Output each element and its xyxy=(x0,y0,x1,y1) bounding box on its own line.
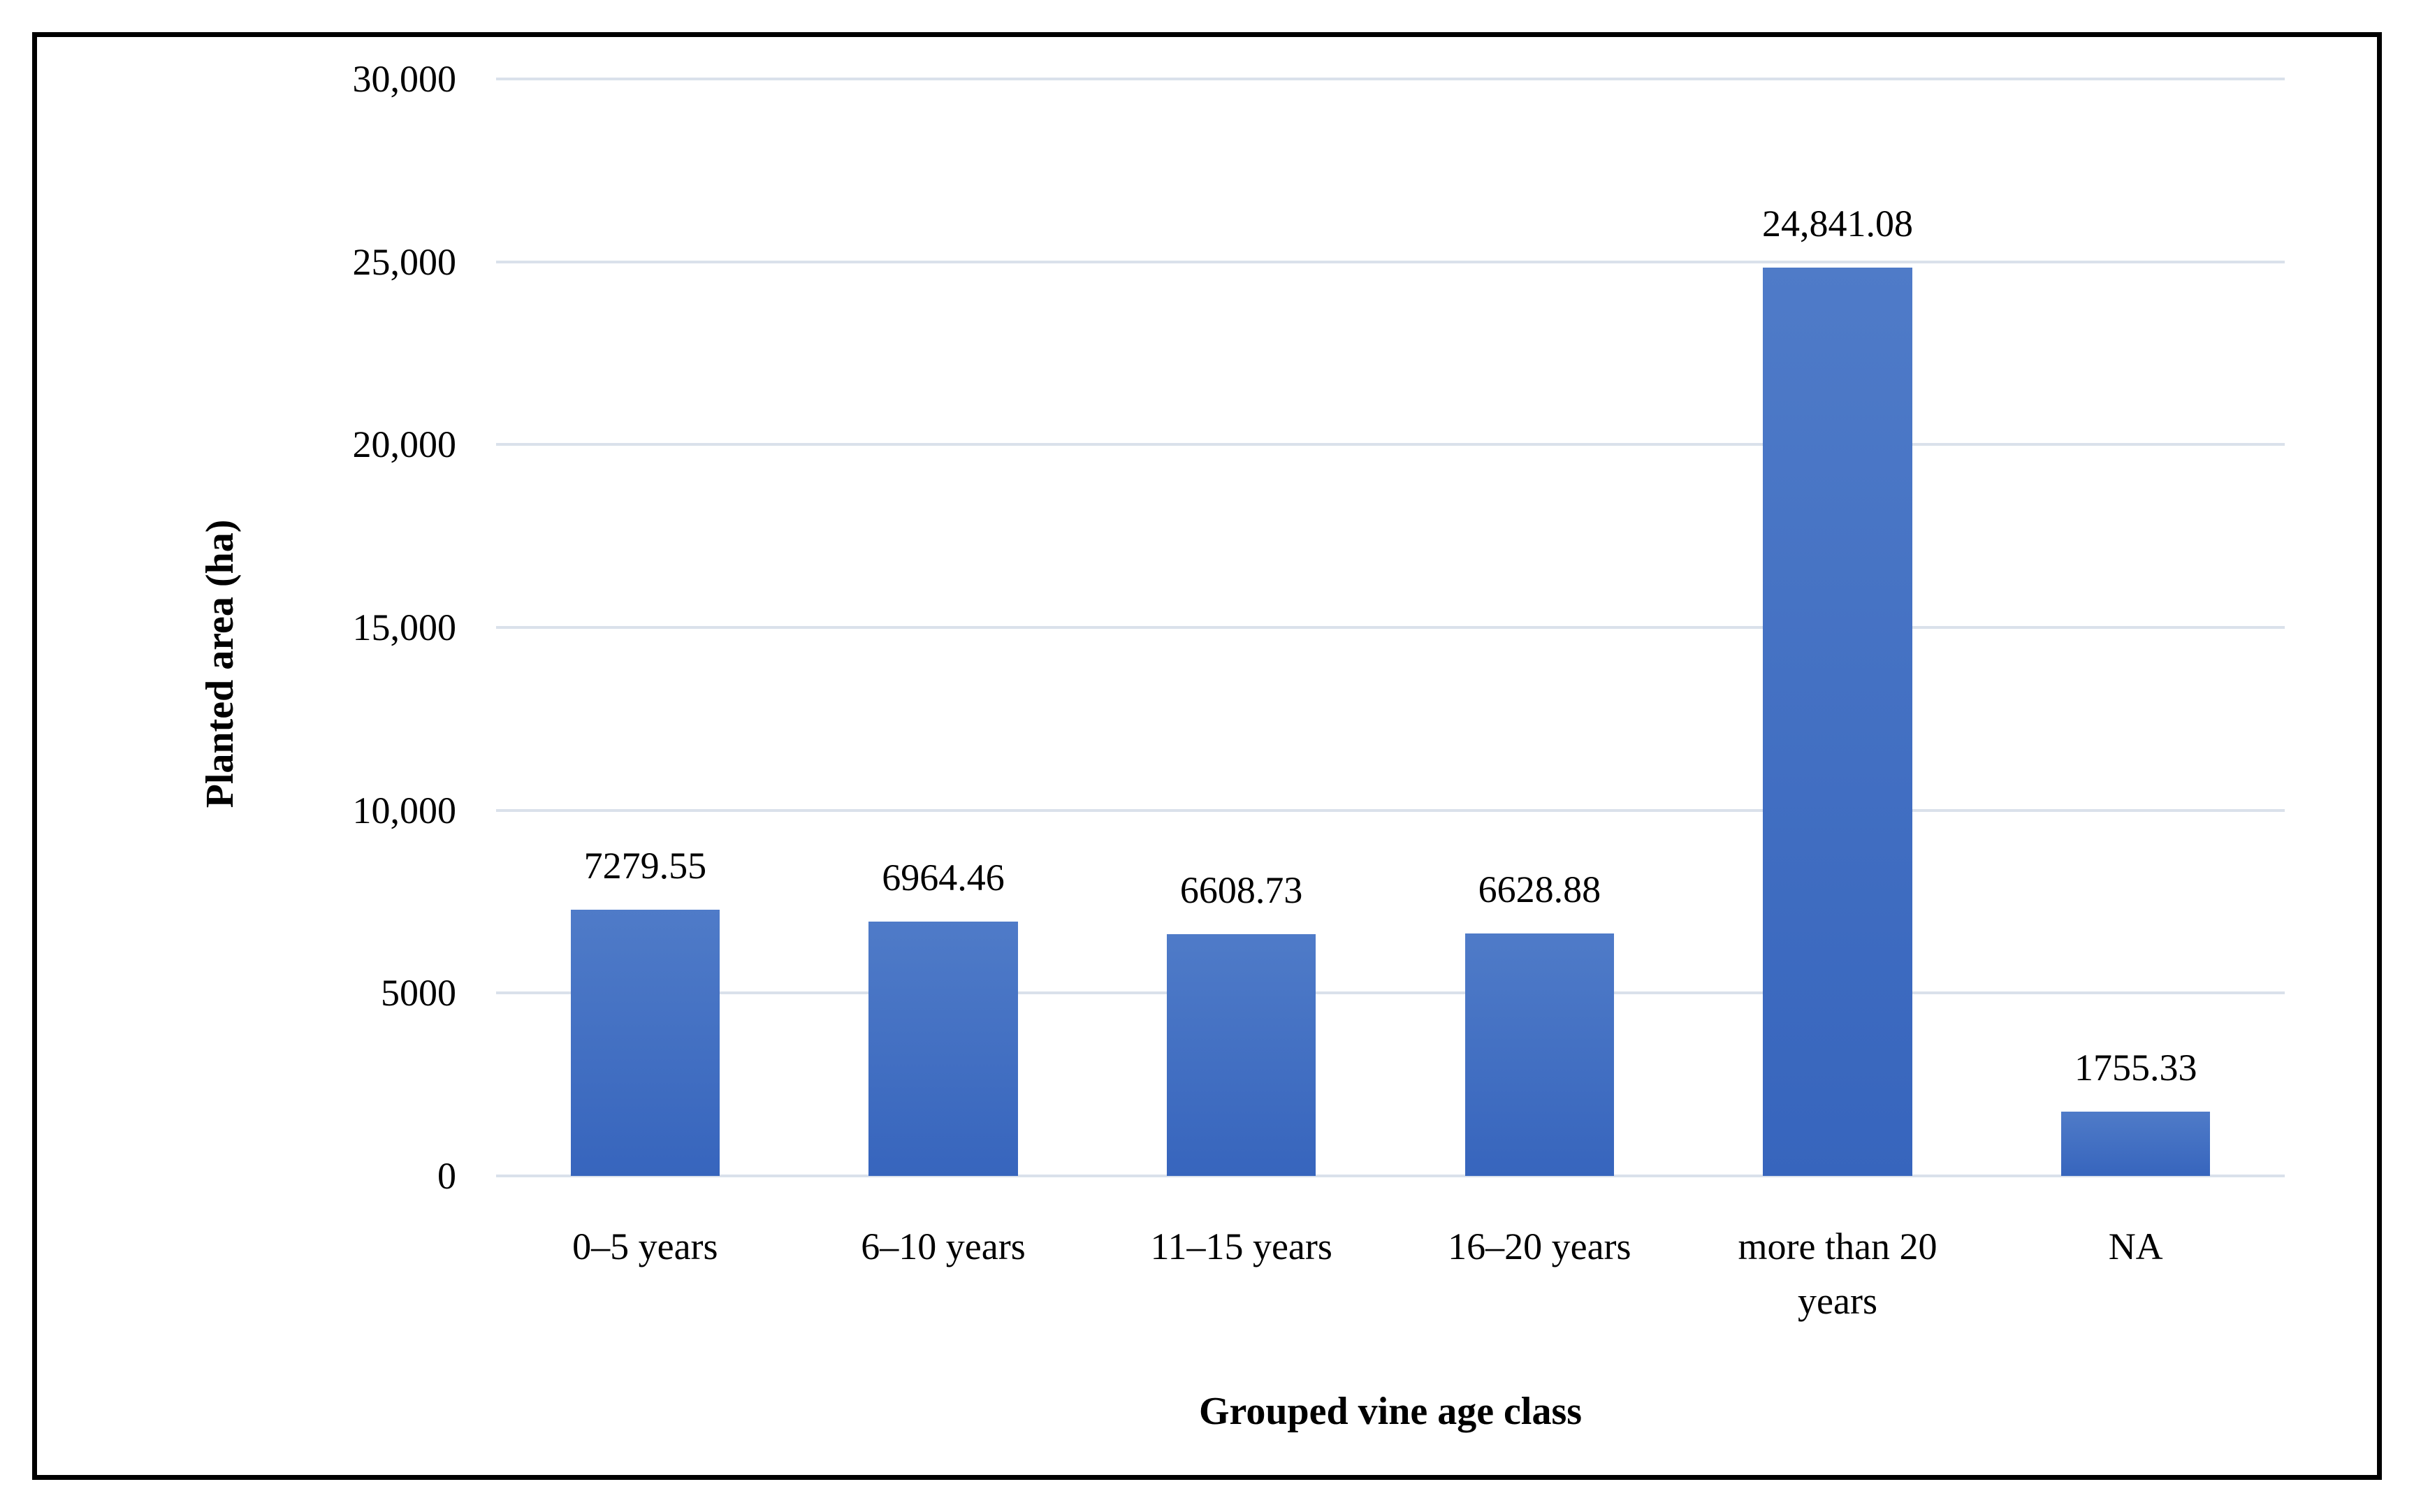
bar-slot: 24,841.08 xyxy=(1689,79,1987,1176)
y-tick-label: 15,000 xyxy=(352,606,457,648)
bar-slot: 6608.73 xyxy=(1092,79,1390,1176)
y-tick-label: 25,000 xyxy=(352,240,457,283)
plot-area: 7279.55 6964.46 6608.73 6628.88 24,841.08 175… xyxy=(496,78,2285,1177)
x-axis-tick-labels: 0–5 years 6–10 years 11–15 years 16–20 year… xyxy=(496,1219,2285,1329)
bar-slot: 7279.55 xyxy=(496,79,794,1176)
figure-frame: Planted area (ha) 30,000 25,000 20,000 15,0… xyxy=(32,32,2382,1480)
bar-data-label: 24,841.08 xyxy=(1762,203,1914,245)
x-tick-label: 16–20 years xyxy=(1448,1226,1631,1267)
gridline xyxy=(496,809,2285,812)
bar-data-label: 1755.33 xyxy=(2074,1047,2197,1089)
bar xyxy=(2061,1112,2211,1176)
bar xyxy=(1763,268,1912,1176)
bar xyxy=(868,922,1018,1176)
bar-data-label: 6608.73 xyxy=(1179,869,1303,911)
x-tick-label: 6–10 years xyxy=(861,1226,1026,1267)
gridline xyxy=(496,626,2285,629)
x-axis-title: Grouped vine age class xyxy=(1198,1390,1583,1433)
bar-slot: 6964.46 xyxy=(794,79,1093,1176)
bar-slots: 7279.55 6964.46 6608.73 6628.88 24,841.08 175… xyxy=(496,79,2285,1176)
gridline xyxy=(496,443,2285,446)
x-tick-label: NA xyxy=(2108,1226,2163,1267)
gridline xyxy=(496,78,2285,80)
y-tick-label: 30,000 xyxy=(352,58,457,100)
bar xyxy=(570,910,720,1176)
gridline xyxy=(496,261,2285,263)
y-tick-label: 10,000 xyxy=(352,789,457,831)
bar xyxy=(1464,933,1614,1176)
x-tick-label: 0–5 years xyxy=(572,1226,718,1267)
x-tick-label: 11–15 years xyxy=(1150,1226,1332,1267)
bar-slot: 1755.33 xyxy=(1986,79,2285,1176)
bar-data-label: 6628.88 xyxy=(1478,868,1601,910)
bar-slot: 6628.88 xyxy=(1390,79,1689,1176)
gridline xyxy=(496,991,2285,994)
x-axis-baseline xyxy=(496,1175,2285,1177)
bar-data-label: 6964.46 xyxy=(882,857,1005,899)
bar-data-label: 7279.55 xyxy=(583,845,707,887)
y-tick-label: 0 xyxy=(437,1155,456,1197)
bar xyxy=(1167,934,1316,1176)
y-tick-label: 5000 xyxy=(381,972,456,1015)
y-tick-label: 20,000 xyxy=(352,423,457,466)
y-axis-tick-labels: 30,000 25,000 20,000 15,000 10,000 5000 0 xyxy=(37,58,457,1197)
x-tick-label: more than 20 years xyxy=(1738,1226,1937,1323)
